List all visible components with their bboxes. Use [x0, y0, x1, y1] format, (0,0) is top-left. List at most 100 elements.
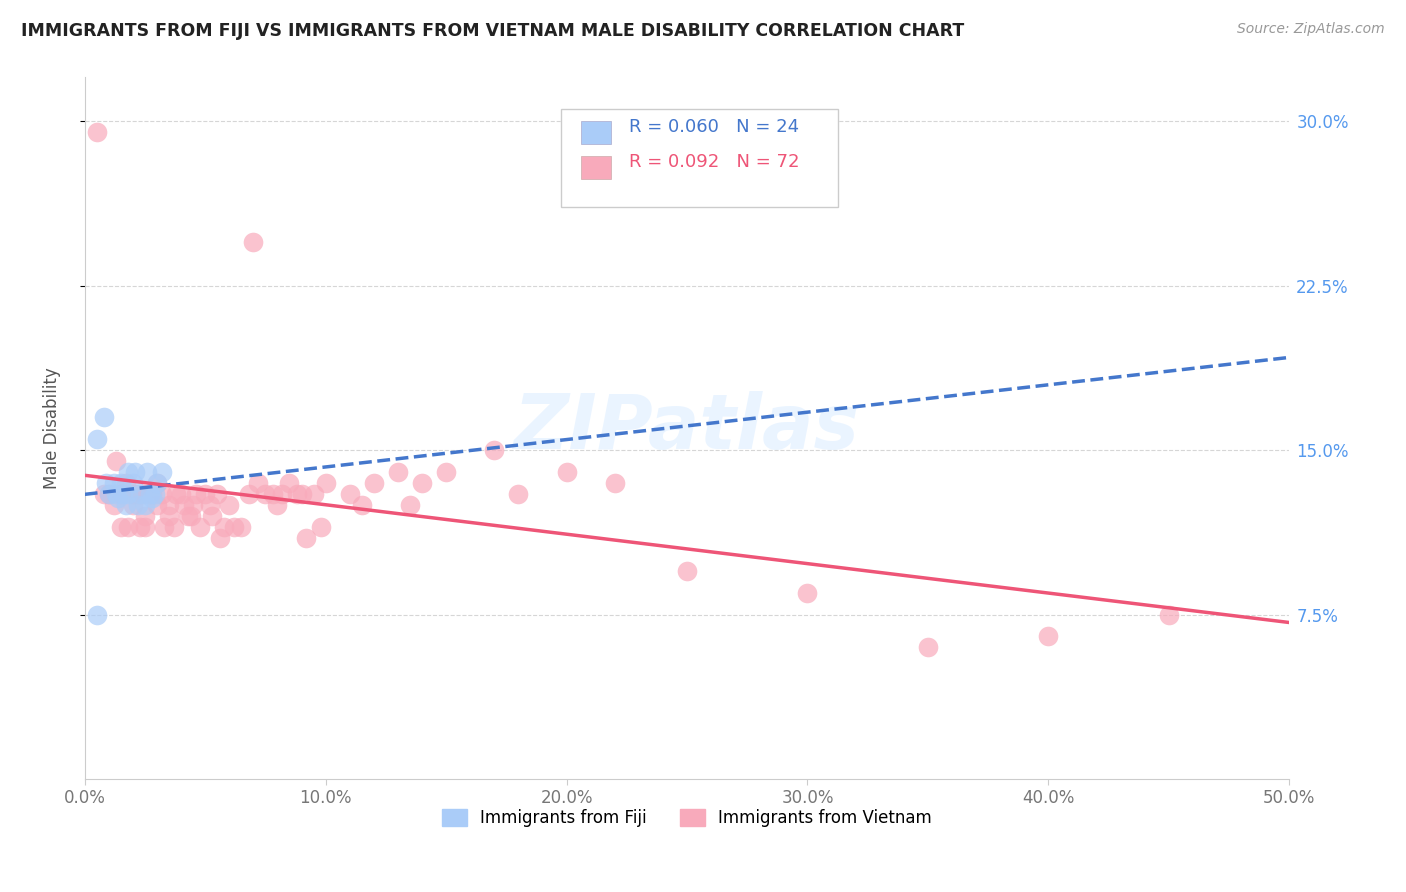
Point: [266, 498, 288, 512]
Point: [136, 465, 159, 479]
Point: [117, 487, 139, 501]
Point: [214, 520, 236, 534]
Point: [399, 498, 422, 512]
Point: [676, 564, 699, 578]
Point: [114, 498, 136, 512]
Point: [434, 465, 457, 479]
Point: [508, 487, 530, 501]
Point: [134, 498, 156, 512]
Point: [143, 487, 166, 501]
Point: [93, 410, 115, 425]
Point: [153, 520, 176, 534]
Point: [146, 475, 169, 490]
Point: [170, 487, 193, 501]
Point: [114, 475, 136, 490]
Point: [271, 487, 294, 501]
Point: [295, 531, 318, 545]
Point: [129, 487, 152, 501]
Text: ZIPatlas: ZIPatlas: [515, 392, 860, 466]
Point: [103, 498, 125, 512]
Point: [150, 465, 173, 479]
Point: [103, 475, 125, 490]
Point: [105, 487, 128, 501]
Text: R = 0.092   N = 72: R = 0.092 N = 72: [628, 153, 800, 170]
Point: [93, 487, 115, 501]
Point: [165, 487, 187, 501]
Point: [231, 520, 253, 534]
Point: [173, 498, 195, 512]
FancyBboxPatch shape: [581, 156, 612, 179]
Point: [278, 475, 301, 490]
Point: [86, 432, 108, 446]
Point: [157, 508, 180, 523]
Point: [201, 508, 224, 523]
Point: [184, 487, 207, 501]
Point: [139, 487, 162, 501]
Point: [315, 475, 337, 490]
FancyBboxPatch shape: [581, 121, 612, 145]
Point: [247, 475, 270, 490]
Point: [110, 487, 132, 501]
Point: [97, 487, 120, 501]
Point: [110, 520, 132, 534]
Point: [218, 498, 240, 512]
Point: [796, 585, 818, 599]
Point: [198, 498, 221, 512]
Text: IMMIGRANTS FROM FIJI VS IMMIGRANTS FROM VIETNAM MALE DISABILITY CORRELATION CHAR: IMMIGRANTS FROM FIJI VS IMMIGRANTS FROM …: [21, 22, 965, 40]
Point: [555, 465, 578, 479]
Point: [127, 487, 149, 501]
Legend: Immigrants from Fiji, Immigrants from Vietnam: Immigrants from Fiji, Immigrants from Vi…: [434, 802, 939, 834]
Point: [254, 487, 277, 501]
Point: [363, 475, 385, 490]
Point: [1038, 629, 1060, 643]
FancyBboxPatch shape: [561, 109, 838, 207]
Point: [285, 487, 308, 501]
Point: [124, 465, 146, 479]
Y-axis label: Male Disability: Male Disability: [44, 368, 60, 489]
Point: [242, 235, 264, 249]
Point: [302, 487, 325, 501]
Point: [163, 520, 186, 534]
Point: [141, 487, 163, 501]
Point: [146, 498, 169, 512]
Point: [238, 487, 260, 501]
Point: [181, 498, 204, 512]
Text: Source: ZipAtlas.com: Source: ZipAtlas.com: [1237, 22, 1385, 37]
Point: [86, 125, 108, 139]
Point: [339, 487, 361, 501]
Point: [222, 520, 245, 534]
Point: [122, 475, 145, 490]
Point: [97, 487, 120, 501]
Point: [917, 640, 939, 655]
Text: R = 0.060   N = 24: R = 0.060 N = 24: [628, 118, 799, 136]
Point: [190, 520, 212, 534]
Point: [134, 520, 156, 534]
Point: [146, 475, 169, 490]
Point: [86, 607, 108, 622]
Point: [96, 475, 118, 490]
Point: [134, 508, 156, 523]
Point: [129, 520, 152, 534]
Point: [262, 487, 284, 501]
Point: [131, 487, 153, 501]
Point: [110, 475, 132, 490]
Point: [194, 487, 217, 501]
Point: [484, 443, 506, 458]
Point: [105, 454, 128, 468]
Point: [122, 487, 145, 501]
Point: [141, 491, 163, 506]
Point: [122, 498, 145, 512]
Point: [290, 487, 312, 501]
Point: [117, 520, 139, 534]
Point: [107, 491, 129, 506]
Point: [157, 498, 180, 512]
Point: [117, 465, 139, 479]
Point: [127, 498, 149, 512]
Point: [603, 475, 626, 490]
Point: [387, 465, 409, 479]
Point: [180, 508, 202, 523]
Point: [177, 508, 200, 523]
Point: [1157, 607, 1180, 622]
Point: [309, 520, 332, 534]
Point: [207, 487, 229, 501]
